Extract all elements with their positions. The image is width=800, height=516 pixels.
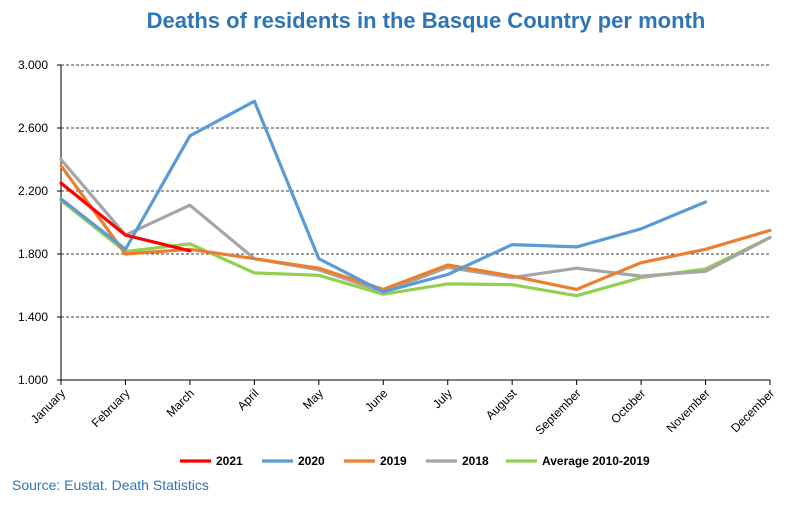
x-tick-label: September	[532, 386, 583, 437]
x-axis-ticks: January February March April May June July Augu…	[28, 380, 777, 438]
y-tick-label: 2.600	[18, 121, 48, 135]
y-tick-label: 1.800	[18, 247, 48, 261]
series-line-2019	[59, 164, 772, 291]
axes	[60, 65, 770, 381]
x-tick-label: June	[362, 386, 391, 415]
y-tick-label: 3.000	[18, 58, 48, 72]
y-tick-label: 2.200	[18, 184, 48, 198]
legend-label: 2019	[380, 454, 407, 468]
legend: 2021 2020 2019 2018 Average 2010-2019	[180, 454, 650, 468]
legend-label: Average 2010-2019	[542, 454, 650, 468]
y-tick-label: 1.400	[18, 310, 48, 324]
source-note: Source: Eustat. Death Statistics	[12, 477, 209, 493]
legend-label: 2021	[216, 454, 243, 468]
x-tick-label: August	[483, 386, 520, 423]
x-tick-label: April	[235, 386, 262, 413]
grid-lines	[61, 64, 770, 318]
x-tick-label: December	[728, 386, 777, 435]
x-tick-label: January	[28, 386, 68, 426]
x-tick-label: October	[608, 386, 648, 426]
x-tick-label: February	[89, 386, 133, 430]
legend-label: 2020	[298, 454, 325, 468]
series-line-2021	[59, 181, 192, 253]
chart-title: Deaths of residents in the Basque Countr…	[147, 8, 706, 33]
y-tick-label: 1.000	[18, 373, 48, 387]
series-line-2018	[59, 157, 772, 294]
series-line-2020	[59, 99, 708, 294]
x-tick-label: March	[164, 386, 197, 419]
legend-label: 2018	[462, 454, 489, 468]
series-lines	[59, 99, 772, 298]
x-tick-label: November	[664, 386, 713, 435]
x-tick-label: May	[300, 386, 326, 412]
y-axis-ticks: 1.000 1.400 1.800 2.200 2.600 3.000	[18, 58, 61, 387]
x-tick-label: July	[430, 386, 455, 411]
